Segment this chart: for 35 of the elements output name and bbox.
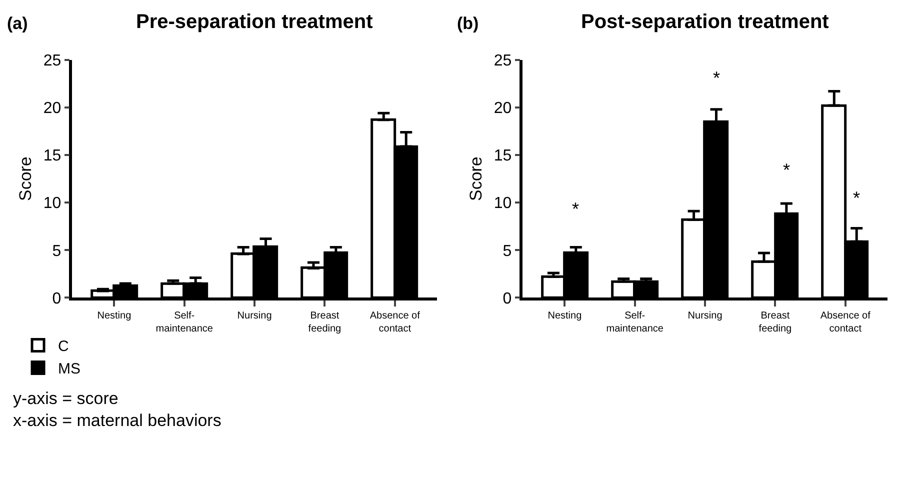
annotation: * <box>853 188 860 208</box>
y-tick-label: 5 <box>52 242 62 260</box>
y-tick-label: 10 <box>494 195 512 212</box>
text: (a) <box>7 14 28 33</box>
legend-label: C <box>58 338 70 356</box>
y-tick-label: 0 <box>52 290 62 308</box>
legend-label: MS <box>58 360 81 378</box>
y-tick-label: 15 <box>43 148 62 165</box>
annotation: * <box>783 160 790 180</box>
x-tick-label: Breast feeding <box>758 310 792 334</box>
annotation: * <box>572 199 580 219</box>
y-axis-title: Score <box>16 156 35 202</box>
x-tick-label: Nesting <box>548 310 582 322</box>
chart-title: Pre-separation treatment <box>136 11 374 33</box>
y-axis-title: Score <box>466 156 486 202</box>
y-tick-label: 5 <box>502 242 512 260</box>
y-tick-label: 20 <box>494 100 512 118</box>
y-tick-label: 20 <box>43 100 62 118</box>
y-tick-label: 25 <box>43 52 62 70</box>
x-tick-label: Nursing <box>688 310 722 322</box>
x-tick-label: Absence of contact <box>370 310 420 334</box>
y-tick-label: 0 <box>502 290 512 308</box>
text: (b) <box>457 14 479 33</box>
x-tick-label: Nesting <box>97 310 132 322</box>
text: y-axis = score x-axis = maternal behaviors <box>13 389 222 430</box>
x-tick-label: Self- maintenance <box>606 310 664 334</box>
annotation: * <box>713 68 720 88</box>
y-tick-label: 25 <box>494 52 512 70</box>
x-tick-label: Breast feeding <box>308 310 342 334</box>
x-tick-label: Absence of contact <box>820 310 871 334</box>
y-tick-label: 10 <box>43 195 62 212</box>
chart-title: Post-separation treatment <box>581 11 830 33</box>
x-tick-label: Nursing <box>237 310 272 322</box>
y-tick-label: 15 <box>494 148 512 165</box>
x-tick-label: Self- maintenance <box>156 310 214 334</box>
